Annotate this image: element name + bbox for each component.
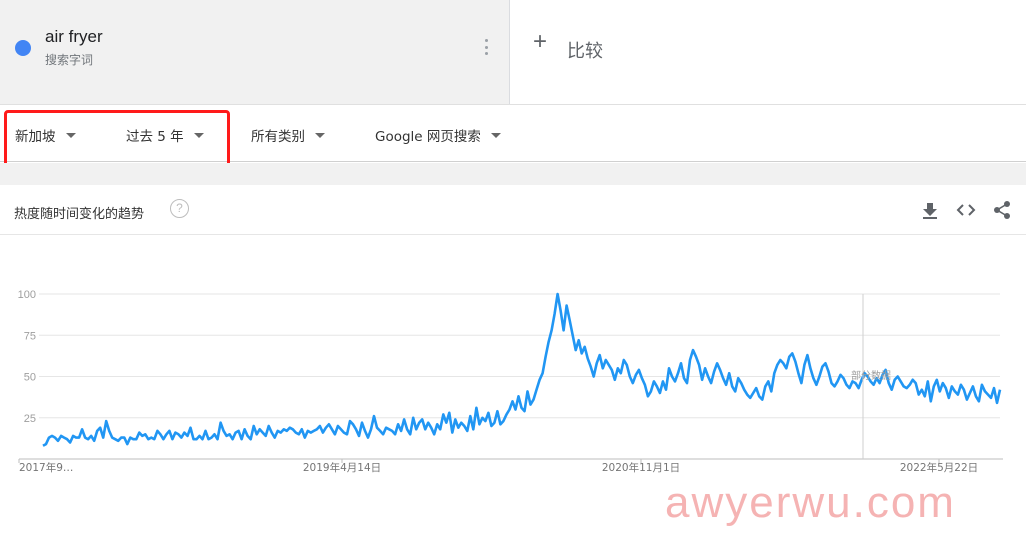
section-gap — [0, 163, 1026, 185]
dropdown-arrow-icon — [490, 132, 501, 138]
time-range-dropdown[interactable]: 过去 5 年 — [126, 125, 204, 145]
trend-line-chart[interactable]: 100 75 50 25 部分数据 2017年9… 2019年4月14日 2020年11月1日… — [0, 185, 1026, 485]
search-type-label: Google 网页搜索 — [375, 129, 481, 145]
search-type-dropdown[interactable]: Google 网页搜索 — [375, 125, 501, 145]
partial-data-label: 部分数据 — [851, 369, 891, 382]
series-color-dot — [15, 40, 31, 56]
search-term-card[interactable]: air fryer 搜索字词 — [0, 0, 510, 104]
y-tick-label: 50 — [24, 372, 36, 384]
y-tick-label: 100 — [18, 289, 36, 301]
x-tick-label: 2017年9… — [19, 461, 73, 474]
search-term-type: 搜索字词 — [45, 53, 94, 67]
dropdown-arrow-icon — [315, 132, 325, 138]
download-icon[interactable] — [919, 199, 941, 221]
dropdown-arrow-icon — [65, 132, 76, 138]
x-tick-label: 2019年4月14日 — [303, 461, 381, 474]
y-tick-label: 25 — [24, 413, 36, 425]
dropdown-arrow-icon — [193, 132, 204, 138]
x-tick-label: 2022年5月22日 — [900, 461, 978, 474]
category-dropdown[interactable]: 所有类别 — [251, 125, 325, 145]
watermark: awyerwu.com — [665, 478, 956, 527]
interest-over-time-card: 热度随时间变化的趋势 ? 100 75 50 25 部分数据 2017年9… 2019年4月… — [0, 185, 1026, 537]
compare-label: 比较 — [567, 41, 603, 62]
region-dropdown[interactable]: 新加坡 — [15, 125, 76, 145]
search-term-name[interactable]: air fryer — [45, 27, 103, 46]
share-icon[interactable] — [991, 199, 1013, 221]
filter-bar: 新加坡 过去 5 年 所有类别 Google 网页搜索 — [0, 104, 1026, 162]
compare-button[interactable]: + 比较 — [511, 0, 1026, 104]
category-label: 所有类别 — [251, 129, 305, 145]
y-tick-label: 75 — [24, 330, 36, 342]
more-vert-icon[interactable] — [480, 36, 492, 58]
x-tick-label: 2020年11月1日 — [602, 461, 680, 474]
series-line[interactable] — [42, 292, 1002, 447]
embed-icon[interactable] — [955, 199, 977, 221]
add-icon: + — [533, 28, 548, 55]
region-label: 新加坡 — [15, 129, 56, 145]
annotation-highlight-box — [4, 110, 230, 170]
card-title: 热度随时间变化的趋势 — [14, 207, 145, 222]
card-divider — [0, 234, 1026, 235]
help-icon[interactable]: ? — [170, 199, 189, 218]
time-range-label: 过去 5 年 — [126, 129, 184, 145]
